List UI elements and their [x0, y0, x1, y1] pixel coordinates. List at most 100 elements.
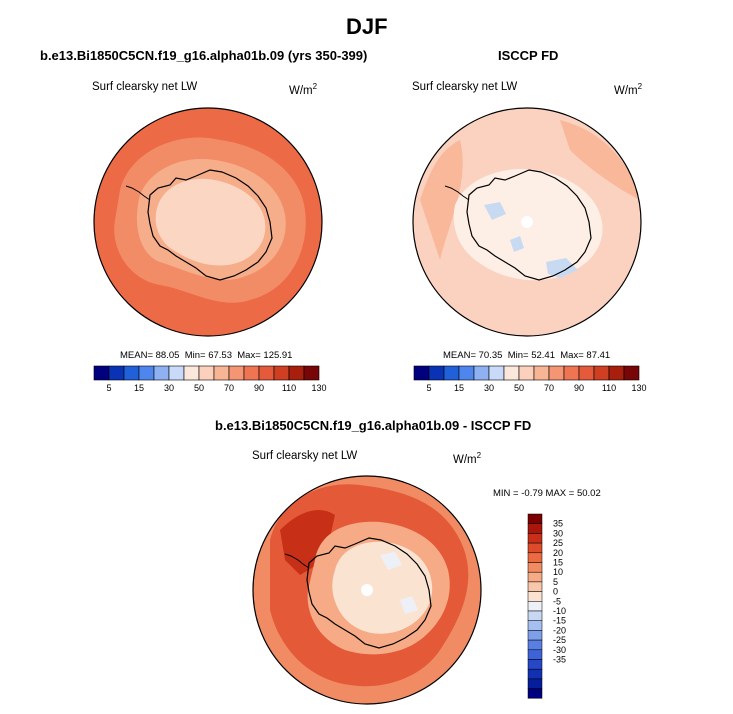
panel-1-colorbar-swatch [288, 365, 305, 381]
panel-2-colorbar-swatch [533, 365, 550, 381]
panel-1-colorbar-tick-label: 90 [254, 383, 264, 393]
panel-2-colorbar-tick-label: 70 [544, 383, 554, 393]
panel-2-colorbar-tick-label: 30 [484, 383, 494, 393]
panel-3-colorbar-swatch [527, 620, 543, 631]
panel-1-colorbar-swatch [168, 365, 185, 381]
panel-2-colorbar-swatch [593, 365, 610, 381]
panel-2-field-warm-2 [560, 120, 640, 200]
panel-1-field-mid [114, 137, 306, 303]
panel-2-units: W/m2 [614, 82, 643, 97]
panel-2-colorbar-swatch [518, 365, 535, 381]
panel-1-colorbar-swatch [153, 365, 170, 381]
panel-2-colorbar-swatch [458, 365, 475, 381]
panel-2-field-cool-2 [546, 258, 578, 278]
panel-3-peninsula [284, 553, 310, 569]
panel-3-colorbar-swatch [527, 610, 543, 621]
panel-3-colorbar-tick-label: 35 [553, 519, 563, 529]
panel-2-colorbar-swatch [623, 365, 640, 381]
panel-1-title: b.e13.Bi1850C5CN.f19_g16.alpha01b.09 (yr… [40, 48, 368, 63]
panel-2-field-cool-1 [484, 202, 506, 220]
panel-3-colorbar-tick-label: 10 [553, 567, 563, 577]
panel-3-colorbar-swatch [527, 562, 543, 573]
panel-3-colorbar-tick-label: 25 [553, 538, 563, 548]
panel-2-colorbar-tick-label: 130 [631, 383, 646, 393]
panel-3-colorbar-swatch [527, 601, 543, 612]
panel-3-colorbar-tick-label: 5 [553, 577, 558, 587]
panel-3-colorbar-swatch [527, 678, 543, 689]
panel-1-colorbar-swatch [228, 365, 245, 381]
panel-3-field-zero-2 [400, 596, 418, 614]
panel-2-colorbar-tick-label: 50 [514, 383, 524, 393]
panel-3-colorbar-swatch [527, 523, 543, 534]
panel-2-stats: MEAN= 70.35 Min= 52.41 Max= 87.41 [443, 350, 611, 361]
panel-3-coastline [306, 537, 432, 649]
panel-3-colorbar-tick-label: -15 [553, 616, 566, 626]
panel-3-field-outer [253, 476, 481, 704]
panel-2-field-warm [420, 140, 463, 260]
panel-1-colorbar-tick-label: 30 [164, 383, 174, 393]
panel-2-colorbar-swatch [443, 365, 460, 381]
panel-2-colorbar-tick-label: 110 [602, 383, 616, 393]
panel-3-colorbar-swatch [527, 552, 543, 563]
panel-2-colorbar-tick-label: 15 [454, 383, 464, 393]
panel-2-field-cool-3 [510, 236, 524, 252]
panel-3-colorbar-tick-label: 20 [553, 548, 563, 558]
panel-3-field-strong [270, 484, 469, 687]
panel-3-field-max [280, 510, 335, 575]
panel-1-peninsula [125, 185, 151, 201]
panel-2-colorbar-swatch [608, 365, 625, 381]
panel-3-stats: MIN = -0.79 MAX = 50.02 [493, 488, 601, 499]
panel-2-colorbar-swatch [578, 365, 595, 381]
panel-3-colorbar-swatch [527, 533, 543, 544]
panel-3-pole-hole [361, 584, 373, 596]
panel-3-colorbar-swatch [527, 542, 543, 554]
panel-1-colorbar-swatch [303, 365, 320, 381]
panel-1-units: W/m2 [289, 82, 318, 97]
panel-2-colorbar-swatch [503, 365, 520, 381]
panel-3-field-low [332, 541, 433, 634]
panel-3-colorbar-tick-label: -20 [553, 625, 566, 635]
panel-1-colorbar-tick-label: 5 [106, 383, 111, 393]
panel-3-colorbar-swatch [527, 630, 543, 641]
panel-2-field-outer [413, 108, 641, 336]
panel-2-colorbar-tick-label: 90 [574, 383, 584, 393]
panel-1-colorbar-swatch [258, 365, 275, 381]
panel-2-title: ISCCP FD [498, 48, 559, 63]
panel-3-colorbar-swatch [527, 639, 543, 651]
panel-1-colorbar-swatch [273, 365, 290, 381]
panel-3-colorbar-tick-label: -5 [553, 596, 561, 606]
panel-2-pole-hole [521, 216, 533, 228]
panel-3-colorbar-swatch [527, 591, 543, 602]
figure-title: DJF [346, 14, 388, 39]
panel-2-colorbar-swatch [413, 365, 430, 381]
panel-1-colorbar-swatch [243, 365, 260, 381]
panel-3-colorbar-tick-label: -25 [553, 635, 566, 645]
panel-3-field-zero-1 [380, 552, 402, 570]
panel-1-variable: Surf clearsky net LW [92, 81, 198, 93]
panel-2-variable: Surf clearsky net LW [412, 81, 518, 93]
panel-1-colorbar-swatch [183, 365, 200, 381]
panel-3-colorbar-tick-label: -35 [553, 655, 566, 665]
panel-2-peninsula [444, 185, 470, 201]
panel-2-colorbar-tick-label: 5 [426, 383, 431, 393]
panel-3-colorbar-swatch [527, 668, 543, 680]
panel-3-colorbar-swatch [527, 513, 543, 524]
panel-3-title: b.e13.Bi1850C5CN.f19_g16.alpha01b.09 - I… [215, 418, 532, 433]
panel-1-colorbar-swatch [198, 365, 215, 381]
panel-3-colorbar-swatch [527, 659, 543, 670]
panel-3-colorbar-tick-label: -30 [553, 645, 566, 655]
panel-3-colorbar-swatch [527, 581, 543, 592]
panel-1-colorbar: 5 15 30 50 70 90 110 130 [93, 365, 327, 393]
panel-2-coastline [466, 169, 592, 281]
panel-1-field-core [155, 178, 266, 266]
panel-1-colorbar-swatch [213, 365, 230, 381]
panel-3-colorbar-tick-label: -10 [553, 606, 566, 616]
panel-1-colorbar-tick-label: 15 [134, 383, 144, 393]
panel-1-colorbar-swatch [138, 365, 155, 381]
panel-1-colorbar-swatch [123, 365, 140, 381]
panel-1-field-inner [136, 159, 286, 280]
panel-2-colorbar-swatch [428, 365, 445, 381]
panel-2-colorbar: 5 15 30 50 70 90 110 130 [413, 365, 647, 393]
